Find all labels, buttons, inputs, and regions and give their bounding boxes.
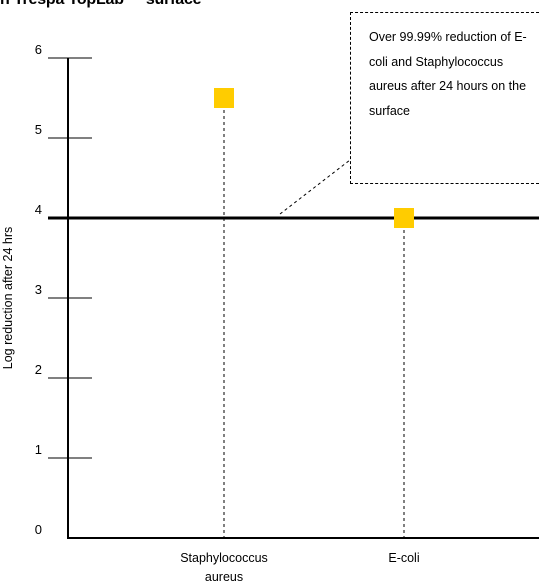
- y-tick-label: 6: [35, 42, 42, 57]
- y-axis-label: Log reduction after 24 hrs: [1, 227, 15, 369]
- y-tick-label: 1: [35, 442, 42, 457]
- y-tick-label: 5: [35, 122, 42, 137]
- chart-title: n Trespa TopLab surface: [0, 0, 202, 9]
- y-tick-label: 3: [35, 282, 42, 297]
- y-tick-label: 4: [35, 202, 42, 217]
- annotation-text: Over 99.99% reduction of E-coli and Stap…: [369, 30, 527, 118]
- x-tick-label: Staphylococcus aureus: [180, 551, 268, 584]
- x-tick-label: E-coli: [388, 551, 419, 565]
- chart-title-part1: n Trespa TopLab: [0, 0, 124, 8]
- y-tick-label: 0: [35, 522, 42, 537]
- data-point: [214, 88, 234, 108]
- y-tick-label: 2: [35, 362, 42, 377]
- chart-title-part2: surface: [146, 0, 202, 8]
- data-point: [394, 208, 414, 228]
- annotation-box: Over 99.99% reduction of E-coli and Stap…: [350, 12, 539, 184]
- annotation-leader-line: [279, 159, 351, 215]
